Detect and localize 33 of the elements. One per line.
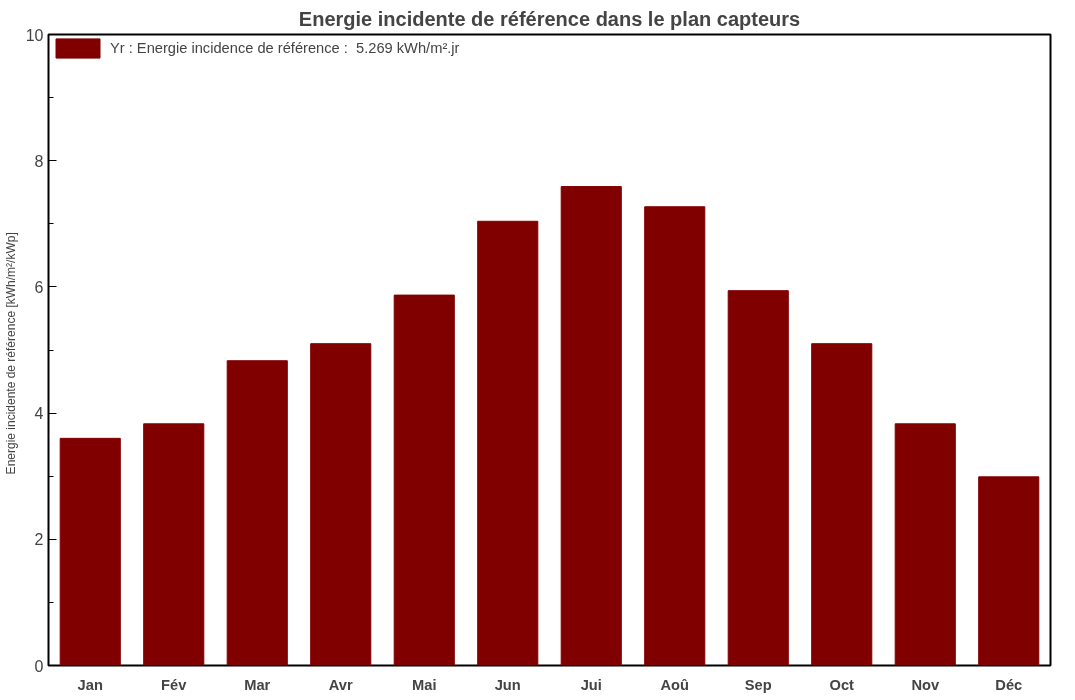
bar bbox=[310, 343, 372, 666]
bar bbox=[226, 360, 288, 666]
y-axis-title: Energie incidente de référence [kWh/m²/kWp] bbox=[3, 232, 18, 475]
x-tick-label: Aoû bbox=[660, 676, 690, 693]
bar bbox=[59, 437, 121, 666]
x-tick-label: Mar bbox=[244, 676, 271, 693]
bar bbox=[393, 294, 455, 666]
bar bbox=[727, 290, 789, 666]
bar bbox=[560, 186, 622, 666]
bar bbox=[811, 343, 873, 666]
y-tick-label: 6 bbox=[34, 278, 44, 296]
x-tick-label: Sep bbox=[744, 676, 772, 693]
x-tick-label: Avr bbox=[328, 676, 353, 693]
x-tick-label: Oct bbox=[829, 676, 855, 693]
y-tick-label: 0 bbox=[34, 657, 44, 675]
bar bbox=[894, 423, 956, 666]
legend-label: Yr : Energie incidence de référence : 5.269 kWh/m².jr bbox=[110, 40, 460, 56]
x-tick-label: Fév bbox=[161, 676, 188, 693]
x-tick-label: Nov bbox=[911, 676, 940, 693]
bar bbox=[143, 423, 205, 666]
bar bbox=[477, 220, 539, 666]
x-tick-label: Jun bbox=[494, 676, 521, 693]
x-tick-label: Jui bbox=[580, 676, 602, 693]
x-tick-label: Déc bbox=[995, 676, 1023, 693]
bar bbox=[644, 206, 706, 666]
bar bbox=[978, 476, 1040, 666]
y-tick-label: 2 bbox=[34, 531, 44, 549]
y-tick-label: 4 bbox=[34, 405, 44, 423]
x-tick-label: Jan bbox=[77, 676, 103, 693]
y-tick-label: 8 bbox=[34, 152, 44, 170]
chart-title: Energie incidente de référence dans le plan capteurs bbox=[298, 7, 801, 30]
y-tick-label: 10 bbox=[25, 26, 44, 44]
x-tick-label: Mai bbox=[412, 676, 437, 693]
